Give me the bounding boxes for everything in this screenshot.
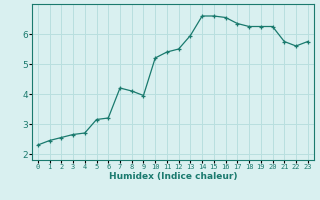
X-axis label: Humidex (Indice chaleur): Humidex (Indice chaleur) (108, 172, 237, 181)
